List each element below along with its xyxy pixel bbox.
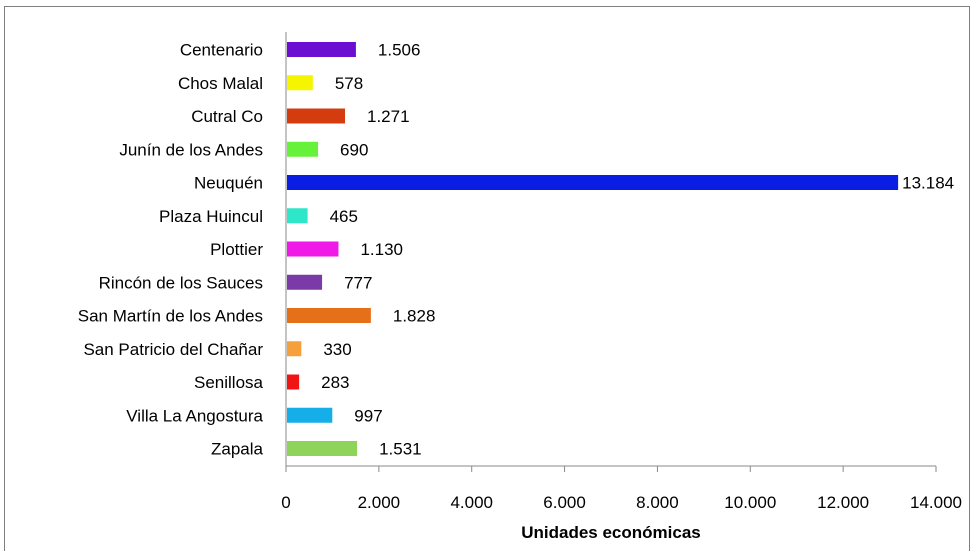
bar bbox=[287, 141, 319, 157]
x-tick-label: 10.000 bbox=[724, 493, 776, 512]
value-label: 1.828 bbox=[393, 307, 436, 326]
x-tick-labels: 0 2.000 4.000 6.000 8.000 10.000 12.000 14.000 bbox=[281, 493, 962, 512]
value-label: 997 bbox=[354, 406, 382, 425]
x-axis-title: Unidades económicas bbox=[521, 523, 701, 542]
bar bbox=[287, 407, 333, 423]
value-label: 690 bbox=[340, 140, 368, 159]
category-label: San Patricio del Chañar bbox=[83, 340, 263, 359]
x-tick-label: 4.000 bbox=[450, 493, 493, 512]
value-label: 465 bbox=[330, 207, 358, 226]
value-label: 1.271 bbox=[367, 107, 410, 126]
bar bbox=[287, 208, 308, 224]
bar bbox=[287, 108, 346, 124]
value-label: 578 bbox=[335, 74, 363, 93]
category-label: Villa La Angostura bbox=[126, 406, 263, 425]
value-label: 13.184 bbox=[902, 174, 954, 193]
bar bbox=[287, 75, 313, 91]
x-tick-label: 0 bbox=[281, 493, 290, 512]
bar bbox=[287, 441, 358, 456]
category-label: San Martín de los Andes bbox=[78, 307, 263, 326]
category-labels: Centenario Chos Malal Cutral Co Junín de lo… bbox=[78, 41, 264, 459]
bar bbox=[287, 308, 371, 323]
value-label: 1.506 bbox=[378, 41, 421, 60]
value-label: 1.531 bbox=[379, 440, 422, 459]
category-label: Chos Malal bbox=[178, 74, 263, 93]
bar bbox=[287, 241, 339, 257]
value-label: 283 bbox=[321, 373, 349, 392]
x-tick-label: 14.000 bbox=[910, 493, 962, 512]
x-axis bbox=[285, 32, 937, 472]
bar bbox=[287, 374, 300, 390]
category-label: Centenario bbox=[180, 41, 263, 60]
bar bbox=[287, 175, 899, 190]
category-label: Cutral Co bbox=[191, 107, 263, 126]
category-label: Plaza Huincul bbox=[159, 207, 263, 226]
category-label: Junín de los Andes bbox=[119, 140, 263, 159]
x-tick-label: 6.000 bbox=[543, 493, 586, 512]
category-label: Plottier bbox=[210, 240, 263, 259]
category-label: Neuquén bbox=[194, 174, 263, 193]
bar bbox=[287, 341, 302, 357]
category-label: Senillosa bbox=[194, 373, 264, 392]
x-tick-label: 12.000 bbox=[817, 493, 869, 512]
bar bbox=[287, 42, 356, 57]
value-label: 330 bbox=[323, 340, 351, 359]
x-tick-label: 2.000 bbox=[358, 493, 401, 512]
category-label: Zapala bbox=[211, 440, 264, 459]
value-label: 1.130 bbox=[360, 240, 403, 259]
bar bbox=[287, 274, 323, 290]
bars bbox=[287, 42, 899, 456]
chart-frame bbox=[4, 6, 970, 551]
value-label: 777 bbox=[344, 273, 372, 292]
x-tick-label: 8.000 bbox=[636, 493, 679, 512]
category-label: Rincón de los Sauces bbox=[99, 273, 263, 292]
